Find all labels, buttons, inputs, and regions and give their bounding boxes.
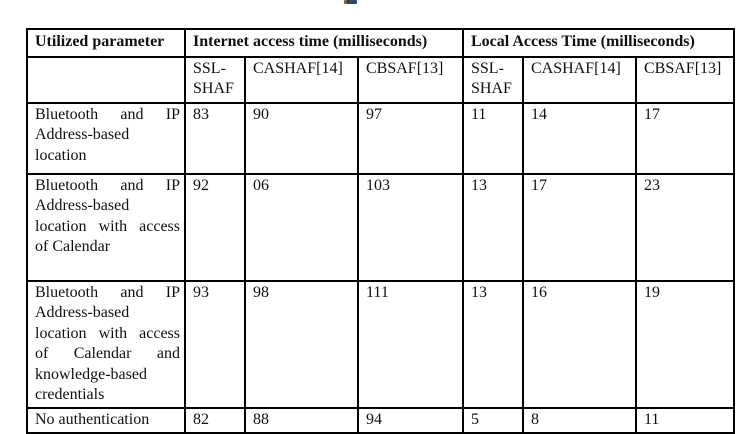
value-cell: 13 [462,173,524,282]
value-cell: 19 [634,280,736,409]
value-cell: 06 [244,173,359,282]
value-cell: 92 [184,173,246,282]
value-cell: 111 [357,280,464,409]
table-row: No authentication 82 88 94 5 8 11 [26,406,736,434]
value-cell: 11 [462,102,524,175]
table-header-row: Utilized parameter Internet access time … [26,28,736,58]
value-cell: 93 [184,280,246,409]
access-time-table: Utilized parameter Internet access time … [26,28,736,434]
utilized-parameter-header: Utilized parameter [26,28,186,58]
value-cell: 13 [462,280,524,409]
value-cell: 17 [634,102,736,175]
table-row: Bluetooth and IP Address-based location … [26,173,736,282]
subheader-internet-ssl-shaf: SSL-SHAF [184,56,246,104]
value-cell: 17 [522,173,637,282]
empty-subheader-cell [26,56,186,104]
value-cell: 103 [357,173,464,282]
parameter-cell: Bluetooth and IP Address-based location … [26,280,186,409]
subheader-local-cashaf: CASHAF[14] [522,56,637,104]
clipped-caption-fragment [344,0,357,4]
subheader-local-ssl-shaf: SSL-SHAF [462,56,524,104]
value-cell: 5 [462,406,524,434]
subheader-local-cbsaf: CBSAF[13] [634,56,736,104]
value-cell: 11 [634,406,736,434]
value-cell: 98 [244,280,359,409]
table-row: Bluetooth and IP Address-based location … [26,280,736,409]
value-cell: 88 [244,406,359,434]
parameter-cell: Bluetooth and IP Address-based location … [26,173,186,282]
value-cell: 14 [522,102,637,175]
value-cell: 94 [357,406,464,434]
value-cell: 90 [244,102,359,175]
subheader-internet-cbsaf: CBSAF[13] [357,56,464,104]
value-cell: 8 [522,406,637,434]
parameter-cell: No authentication [26,406,186,434]
internet-access-time-header: Internet access time (milliseconds) [184,28,464,58]
value-cell: 82 [184,406,246,434]
parameter-cell: Bluetooth and IP Address-based location [26,102,186,175]
local-access-time-header: Local Access Time (milliseconds) [461,28,736,58]
table-row: Bluetooth and IP Address-based location … [26,102,736,175]
table-subheader-row: SSL-SHAF CASHAF[14] CBSAF[13] SSL-SHAF C… [26,56,736,104]
value-cell: 23 [634,173,736,282]
subheader-internet-cashaf: CASHAF[14] [244,56,359,104]
value-cell: 16 [522,280,637,409]
value-cell: 83 [184,102,246,175]
value-cell: 97 [357,102,464,175]
